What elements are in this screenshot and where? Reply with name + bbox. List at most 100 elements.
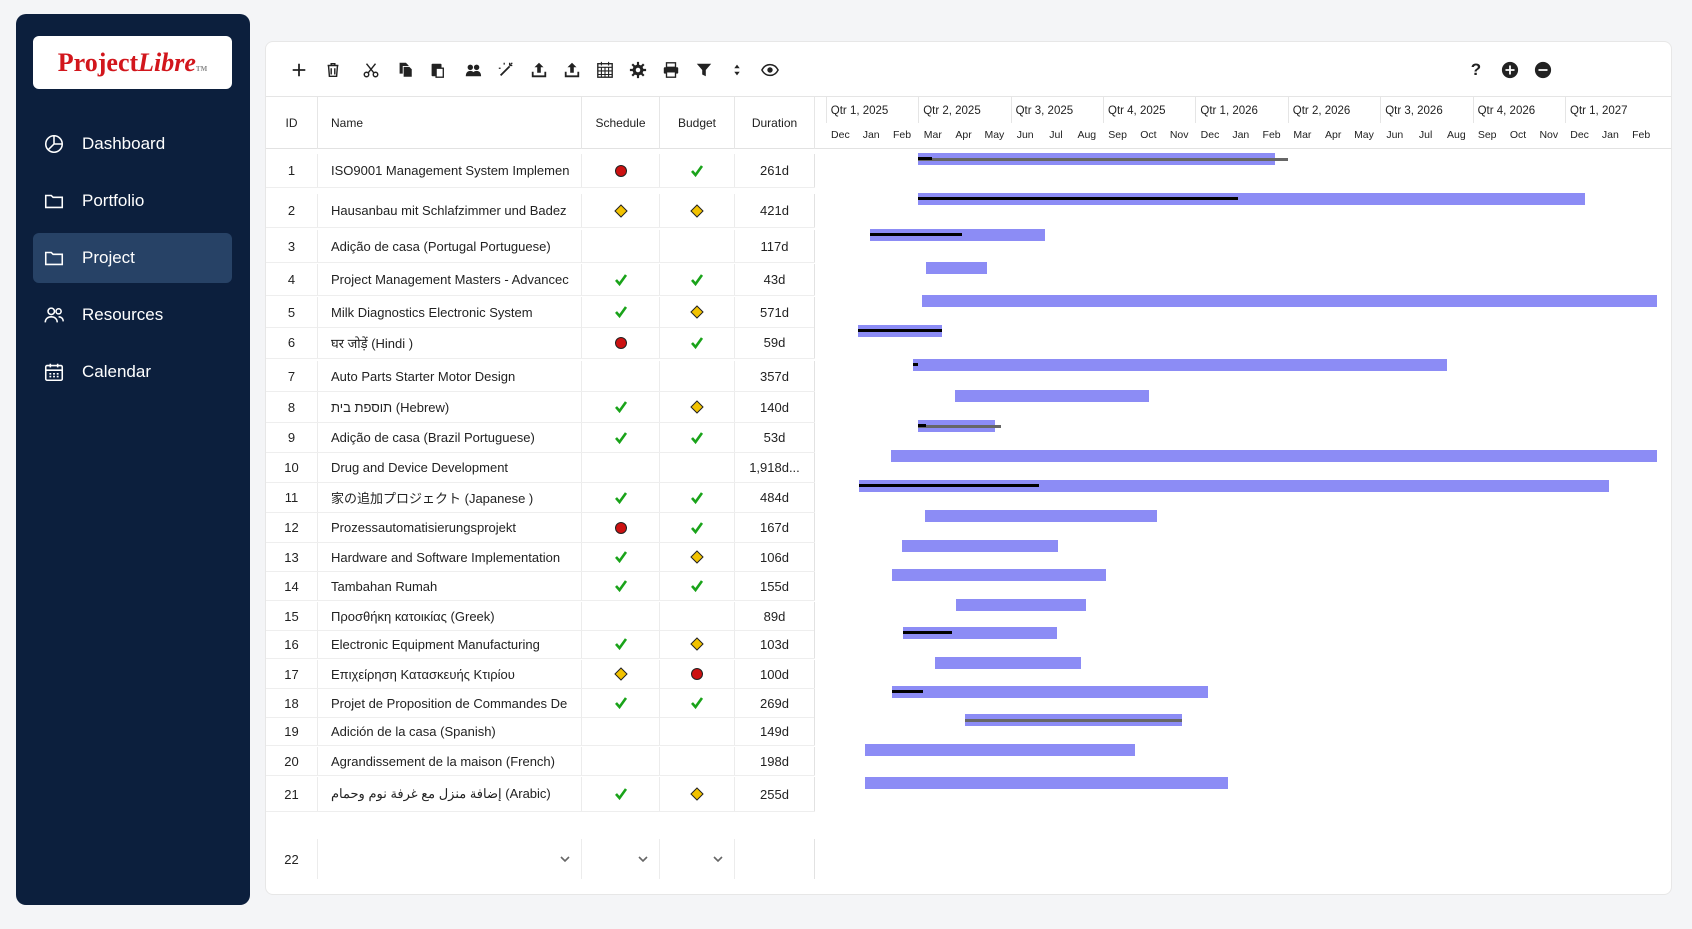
task-name[interactable]: Adición de la casa (Spanish) [318,717,582,745]
outdent-icon[interactable] [561,59,583,81]
task-duration[interactable]: 89d [735,602,815,630]
task-duration[interactable]: 59d [735,327,815,358]
sidebar-item-calendar[interactable]: Calendar [33,347,232,397]
task-duration[interactable]: 140d [735,392,815,422]
table-row[interactable]: 17 Επιχείρηση Κατασκευής Κτιρίου 100d [266,660,815,689]
settings-gear-icon[interactable] [627,59,649,81]
table-row[interactable]: 19 Adición de la casa (Spanish) 149d [266,717,815,746]
column-header-id[interactable]: ID [266,97,318,149]
task-name[interactable]: Adição de casa (Brazil Portuguese) [318,423,582,452]
task-bar[interactable] [922,294,1658,307]
table-row[interactable]: 2 Hausanbau mit Schlafzimmer und Badez 421… [266,194,815,228]
task-duration[interactable]: 269d [735,689,815,717]
task-bar[interactable] [955,598,1087,611]
task-duration[interactable]: 261d [735,154,815,187]
task-bar[interactable] [918,193,1586,205]
task-duration[interactable]: 167d [735,513,815,542]
calendar-grid-icon[interactable] [594,59,616,81]
task-bar[interactable] [865,776,1228,789]
table-row[interactable]: 7 Auto Parts Starter Motor Design 357d [266,361,815,392]
task-name[interactable]: Προσθήκη κατοικίας (Greek) [318,602,582,630]
task-name[interactable]: Milk Diagnostics Electronic System [318,297,582,327]
task-duration[interactable]: 149d [735,717,815,745]
task-bar[interactable] [926,262,987,274]
table-row[interactable]: 21 إضافة منزل مع غرفة نوم وحمام (Arabic) 2… [266,777,815,812]
table-row[interactable]: 18 Projet de Proposition de Commandes De 2… [266,689,815,718]
sort-icon[interactable] [726,59,748,81]
table-row[interactable]: 8 תוספת בית (Hebrew) 140d [266,392,815,423]
sidebar-item-resources[interactable]: Resources [33,290,232,340]
task-bar[interactable] [902,626,1057,639]
table-row[interactable]: 15 Προσθήκη κατοικίας (Greek) 89d [266,602,815,631]
chevron-down-icon[interactable] [559,853,571,865]
task-name[interactable]: Hardware and Software Implementation [318,543,582,571]
add-icon[interactable] [288,59,310,81]
assign-resources-icon[interactable] [462,59,484,81]
print-icon[interactable] [660,59,682,81]
task-duration[interactable]: 484d [735,483,815,512]
task-bar[interactable] [901,539,1058,552]
table-row[interactable]: 13 Hardware and Software Implementation 10… [266,543,815,572]
task-bar[interactable] [935,656,1082,669]
table-row[interactable]: 11 家の追加プロジェクト (Japanese ) 484d [266,483,815,513]
task-duration[interactable]: 43d [735,264,815,295]
paste-icon[interactable] [426,59,448,81]
indent-icon[interactable] [528,59,550,81]
column-header-budget[interactable]: Budget [660,97,735,149]
task-duration[interactable]: 1,918d... [735,453,815,482]
task-name[interactable]: Επιχείρηση Κατασκευής Κτιρίου [318,660,582,688]
task-name[interactable]: 家の追加プロジェクト (Japanese ) [318,483,582,512]
table-row[interactable]: 14 Tambahan Rumah 155d [266,572,815,601]
table-row[interactable]: 4 Project Management Masters - Advancec 43… [266,264,815,296]
table-row[interactable]: 10 Drug and Device Development 1,918d... [266,453,815,483]
sidebar-item-portfolio[interactable]: Portfolio [33,176,232,226]
table-row[interactable]: 9 Adição de casa (Brazil Portuguese) 53d [266,423,815,453]
task-duration[interactable]: 571d [735,297,815,327]
task-duration[interactable]: 100d [735,660,815,688]
new-row-schedule-cell[interactable] [582,839,660,879]
task-name[interactable]: Projet de Proposition de Commandes De [318,689,582,717]
task-name[interactable]: घर जोड़ें (Hindi ) [318,327,582,358]
task-name[interactable]: Adição de casa (Portugal Portuguese) [318,230,582,262]
zoom-in-icon[interactable] [1499,59,1521,81]
task-name[interactable]: إضافة منزل مع غرفة نوم وحمام (Arabic) [318,777,582,811]
task-duration[interactable]: 155d [735,572,815,600]
cut-icon[interactable] [360,59,382,81]
task-bar[interactable] [890,450,1658,462]
task-bar[interactable] [859,480,1609,492]
task-duration[interactable]: 103d [735,630,815,658]
task-name[interactable]: Electronic Equipment Manufacturing [318,630,582,658]
column-header-name[interactable]: Name [318,97,582,149]
task-bar[interactable] [891,568,1107,581]
delete-icon[interactable] [322,59,344,81]
table-row[interactable]: 1 ISO9001 Management System Implemen 261d [266,154,815,188]
column-header-schedule[interactable]: Schedule [582,97,660,149]
sidebar-item-dashboard[interactable]: Dashboard [33,119,232,169]
table-row[interactable]: 12 Prozessautomatisierungsprojekt 167d [266,513,815,543]
projectlibre-logo[interactable]: Project Libre TM [33,36,232,89]
eye-icon[interactable] [759,59,781,81]
task-name[interactable]: Project Management Masters - Advancec [318,264,582,295]
new-row-duration-cell[interactable] [735,839,815,879]
task-duration[interactable]: 117d [735,230,815,262]
task-duration[interactable]: 106d [735,543,815,571]
sidebar-item-project[interactable]: Project [33,233,232,283]
task-duration[interactable]: 421d [735,194,815,227]
gantt-chart[interactable]: Qtr 1, 2025 Qtr 2, 2025 Qtr 3, 2025 Qtr 4, … [815,97,1671,894]
table-row[interactable]: 5 Milk Diagnostics Electronic System 571d [266,297,815,328]
task-name[interactable]: Drug and Device Development [318,453,582,482]
task-name[interactable]: Hausanbau mit Schlafzimmer und Badez [318,194,582,227]
table-row[interactable]: 3 Adição de casa (Portugal Portuguese) 117… [266,230,815,263]
task-duration[interactable]: 357d [735,361,815,391]
column-header-duration[interactable]: Duration [735,97,815,149]
new-row-name-cell[interactable] [318,839,582,879]
copy-icon[interactable] [394,59,416,81]
task-name[interactable]: Agrandissement de la maison (French) [318,747,582,775]
task-name[interactable]: Tambahan Rumah [318,572,582,600]
table-row[interactable]: 16 Electronic Equipment Manufacturing 103d [266,630,815,659]
task-name[interactable]: תוספת בית (Hebrew) [318,392,582,422]
magic-wand-icon[interactable] [495,59,517,81]
task-bar[interactable] [925,510,1158,522]
new-row-budget-cell[interactable] [660,839,735,879]
task-name[interactable]: ISO9001 Management System Implemen [318,154,582,187]
